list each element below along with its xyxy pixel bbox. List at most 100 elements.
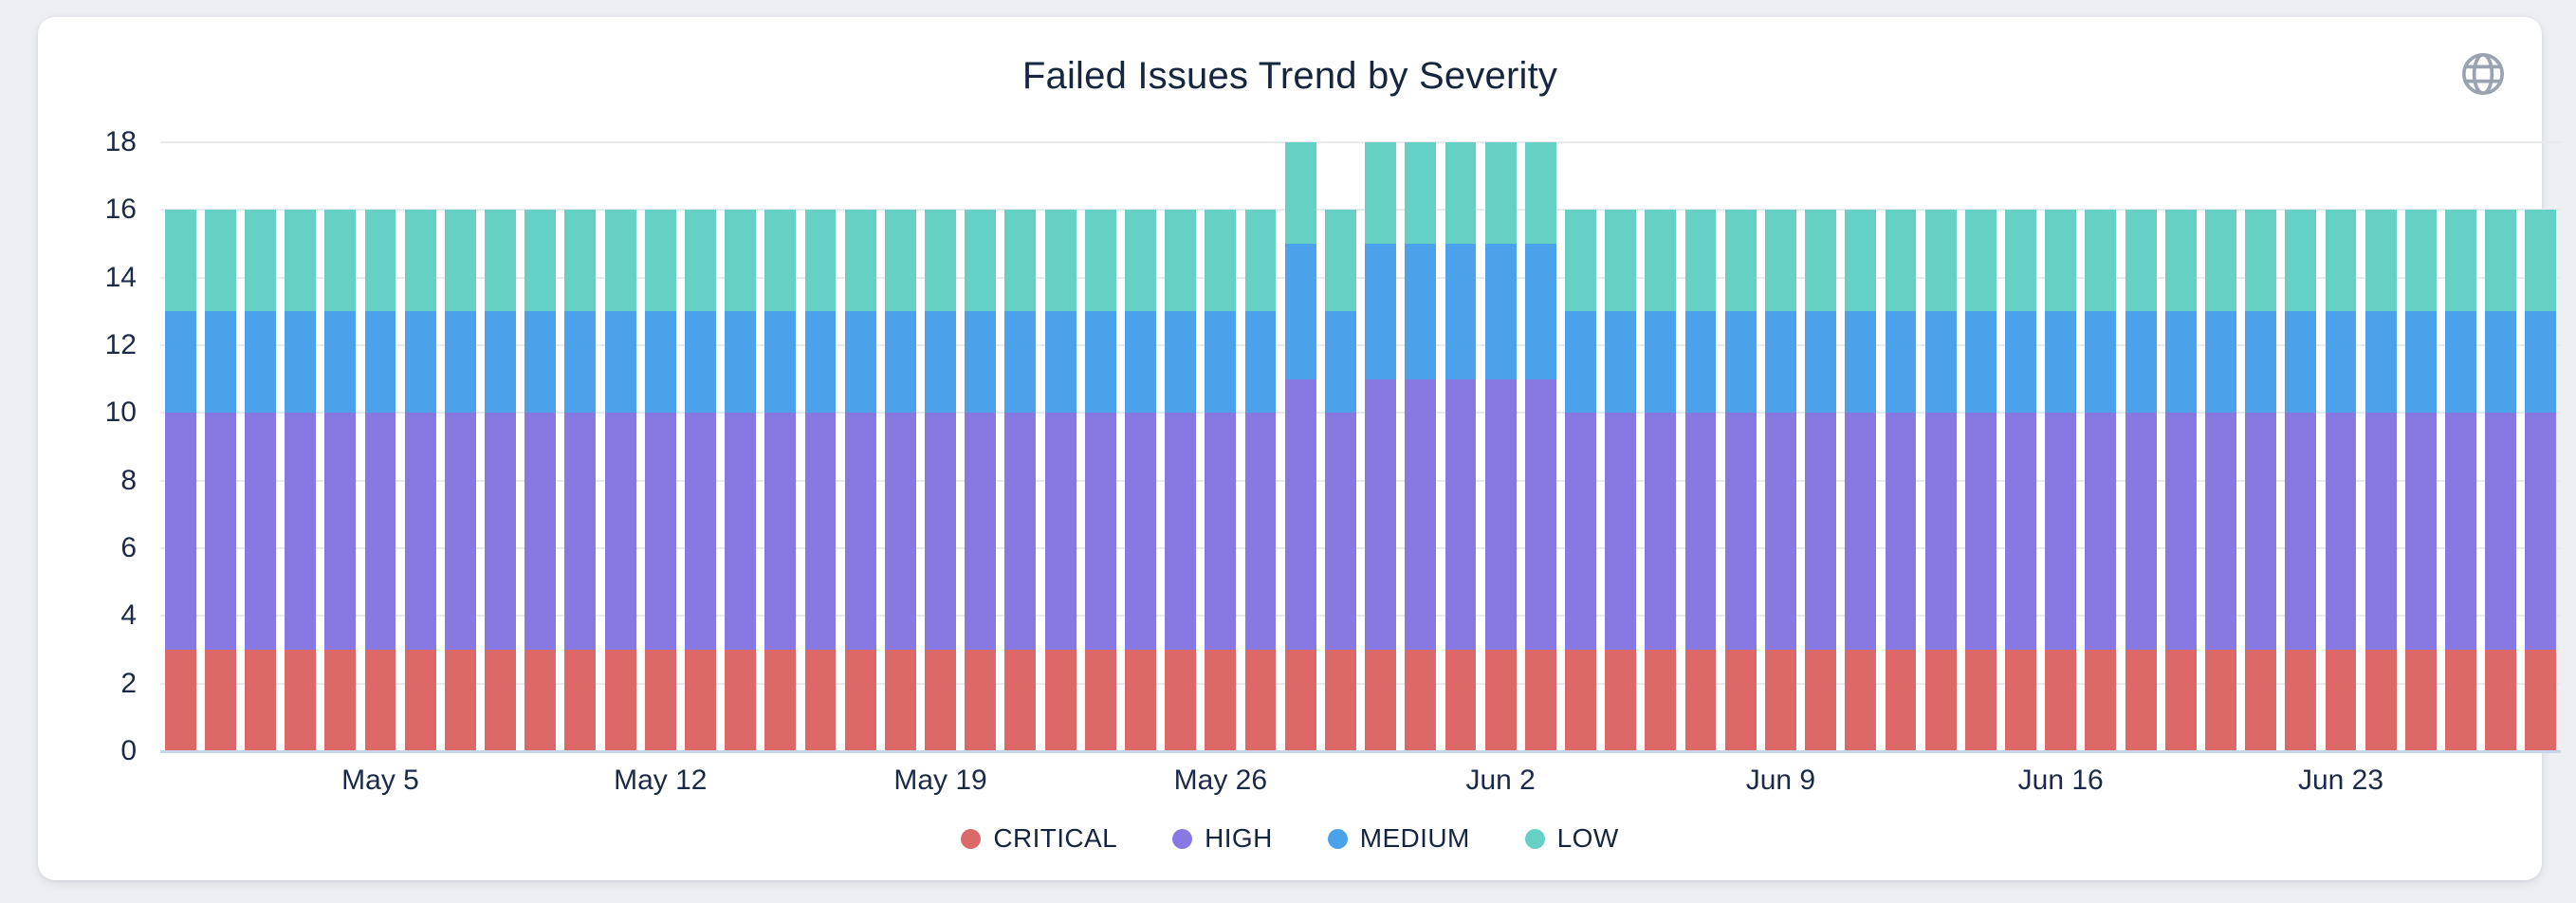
bar-segment-high[interactable] xyxy=(2485,413,2517,650)
bar-segment-high[interactable] xyxy=(1365,378,1397,650)
bar-segment-high[interactable] xyxy=(1805,413,1837,650)
bar-segment-high[interactable] xyxy=(285,413,317,650)
bar-segment-medium[interactable] xyxy=(1764,311,1796,414)
bar-segment-low[interactable] xyxy=(1444,142,1477,244)
bar-segment-high[interactable] xyxy=(1284,378,1316,650)
bar-segment-medium[interactable] xyxy=(1885,311,1917,414)
bar-segment-medium[interactable] xyxy=(965,311,997,414)
bar-segment-low[interactable] xyxy=(1964,210,1996,312)
bar-segment-high[interactable] xyxy=(965,413,997,650)
bar-segment-critical[interactable] xyxy=(1484,650,1517,751)
bar-segment-critical[interactable] xyxy=(1605,650,1637,751)
bar-segment-low[interactable] xyxy=(245,210,276,312)
bar-segment-low[interactable] xyxy=(925,210,956,312)
bar-segment-low[interactable] xyxy=(1365,142,1397,244)
bar-segment-low[interactable] xyxy=(1244,210,1277,312)
bar-segment-critical[interactable] xyxy=(925,650,956,751)
bar-segment-low[interactable] xyxy=(2204,210,2236,312)
bar-segment-high[interactable] xyxy=(564,413,597,650)
bar-segment-low[interactable] xyxy=(204,210,236,312)
bar-segment-critical[interactable] xyxy=(2325,650,2357,751)
bar-segment-high[interactable] xyxy=(1565,413,1596,650)
bar-segment-critical[interactable] xyxy=(1964,650,1996,751)
bar-segment-critical[interactable] xyxy=(524,650,557,751)
bar-segment-high[interactable] xyxy=(1605,413,1637,650)
bar-segment-medium[interactable] xyxy=(164,311,196,414)
bar-segment-critical[interactable] xyxy=(164,650,196,751)
bar-segment-medium[interactable] xyxy=(844,311,876,414)
bar-segment-high[interactable] xyxy=(1044,413,1076,650)
bar-segment-medium[interactable] xyxy=(1444,244,1477,379)
bar-segment-critical[interactable] xyxy=(1405,650,1437,751)
bar-segment-medium[interactable] xyxy=(1044,311,1076,414)
bar-segment-high[interactable] xyxy=(2445,413,2476,650)
bar-segment-medium[interactable] xyxy=(1205,311,1237,414)
bar-segment-medium[interactable] xyxy=(884,311,916,414)
bar-segment-high[interactable] xyxy=(204,413,236,650)
bar-segment-medium[interactable] xyxy=(1964,311,1996,414)
bar-segment-critical[interactable] xyxy=(1044,650,1076,751)
bar-segment-low[interactable] xyxy=(2125,210,2157,312)
bar-segment-medium[interactable] xyxy=(245,311,276,414)
bar-segment-critical[interactable] xyxy=(324,650,357,751)
bar-segment-medium[interactable] xyxy=(1165,311,1197,414)
bar-segment-low[interactable] xyxy=(1284,142,1316,244)
bar-segment-high[interactable] xyxy=(2285,413,2317,650)
bar-segment-critical[interactable] xyxy=(564,650,597,751)
bar-segment-critical[interactable] xyxy=(1764,650,1796,751)
bar-segment-low[interactable] xyxy=(2485,210,2517,312)
bar-segment-critical[interactable] xyxy=(1524,650,1556,751)
bar-segment-critical[interactable] xyxy=(2204,650,2236,751)
bar-segment-medium[interactable] xyxy=(2085,311,2117,414)
bar-segment-low[interactable] xyxy=(764,210,797,312)
bar-segment-medium[interactable] xyxy=(2245,311,2277,414)
bar-segment-medium[interactable] xyxy=(1845,311,1877,414)
bar-segment-critical[interactable] xyxy=(1645,650,1677,751)
bar-segment-medium[interactable] xyxy=(1324,311,1356,414)
bar-segment-critical[interactable] xyxy=(245,650,276,751)
bar-segment-critical[interactable] xyxy=(485,650,516,751)
bar-segment-high[interactable] xyxy=(1684,413,1717,650)
bar-segment-low[interactable] xyxy=(884,210,916,312)
bar-segment-high[interactable] xyxy=(324,413,357,650)
bar-segment-high[interactable] xyxy=(1764,413,1796,650)
bar-segment-medium[interactable] xyxy=(1645,311,1677,414)
bar-segment-critical[interactable] xyxy=(2525,650,2557,751)
bar-segment-medium[interactable] xyxy=(204,311,236,414)
bar-segment-high[interactable] xyxy=(1885,413,1917,650)
bar-segment-high[interactable] xyxy=(2045,413,2077,650)
bar-segment-medium[interactable] xyxy=(1924,311,1957,414)
bar-segment-high[interactable] xyxy=(1645,413,1677,650)
bar-segment-critical[interactable] xyxy=(2445,650,2476,751)
bar-segment-critical[interactable] xyxy=(285,650,317,751)
bar-segment-medium[interactable] xyxy=(1125,311,1156,414)
bar-segment-low[interactable] xyxy=(1605,210,1637,312)
bar-segment-high[interactable] xyxy=(2245,413,2277,650)
bar-segment-high[interactable] xyxy=(804,413,837,650)
bar-segment-medium[interactable] xyxy=(1724,311,1757,414)
bar-segment-low[interactable] xyxy=(1484,142,1517,244)
bar-segment-low[interactable] xyxy=(1845,210,1877,312)
bar-segment-low[interactable] xyxy=(804,210,837,312)
bar-segment-high[interactable] xyxy=(1484,378,1517,650)
bar-segment-high[interactable] xyxy=(764,413,797,650)
bar-segment-low[interactable] xyxy=(1405,142,1437,244)
bar-segment-critical[interactable] xyxy=(2125,650,2157,751)
bar-segment-high[interactable] xyxy=(164,413,196,650)
legend-item-high[interactable]: HIGH xyxy=(1172,823,1273,854)
bar-segment-medium[interactable] xyxy=(604,311,636,414)
bar-segment-critical[interactable] xyxy=(1324,650,1356,751)
bar-segment-high[interactable] xyxy=(2525,413,2557,650)
bar-segment-medium[interactable] xyxy=(1684,311,1717,414)
bar-segment-critical[interactable] xyxy=(1084,650,1116,751)
bar-segment-high[interactable] xyxy=(685,413,716,650)
bar-segment-critical[interactable] xyxy=(1365,650,1397,751)
bar-segment-medium[interactable] xyxy=(2285,311,2317,414)
bar-segment-high[interactable] xyxy=(1324,413,1356,650)
legend-item-critical[interactable]: CRITICAL xyxy=(961,823,1117,854)
bar-segment-critical[interactable] xyxy=(764,650,797,751)
bar-segment-high[interactable] xyxy=(404,413,436,650)
bar-segment-critical[interactable] xyxy=(844,650,876,751)
bar-segment-critical[interactable] xyxy=(204,650,236,751)
bar-segment-medium[interactable] xyxy=(725,311,757,414)
